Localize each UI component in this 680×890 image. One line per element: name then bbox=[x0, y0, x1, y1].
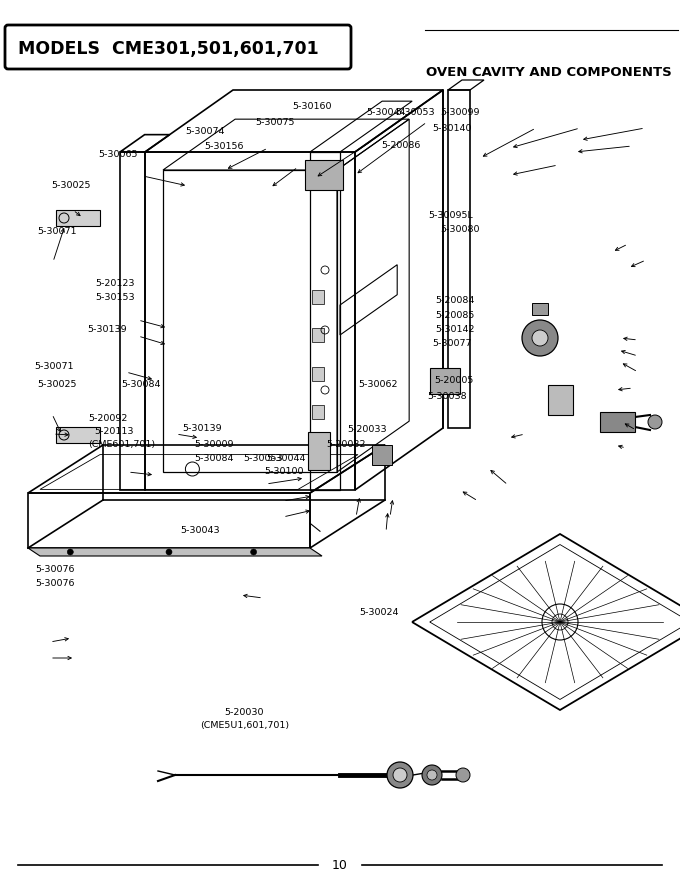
Text: 5-30076: 5-30076 bbox=[35, 565, 75, 574]
Bar bbox=[305, 160, 343, 190]
Text: 5-30095L: 5-30095L bbox=[428, 211, 473, 220]
Circle shape bbox=[427, 770, 437, 780]
Circle shape bbox=[251, 549, 256, 555]
Text: 5-30139: 5-30139 bbox=[87, 325, 126, 334]
Text: 5-30038: 5-30038 bbox=[427, 392, 466, 401]
Text: 5-30071: 5-30071 bbox=[34, 362, 73, 371]
Bar bbox=[56, 427, 100, 443]
Text: 5-20085: 5-20085 bbox=[435, 311, 475, 320]
Text: 5-20092: 5-20092 bbox=[88, 414, 128, 423]
Text: 5-30077: 5-30077 bbox=[432, 339, 471, 348]
Circle shape bbox=[387, 762, 413, 788]
Text: 5-30099: 5-30099 bbox=[441, 108, 480, 117]
Text: 5-20005: 5-20005 bbox=[434, 376, 473, 385]
Text: 5-30053: 5-30053 bbox=[396, 108, 435, 117]
Circle shape bbox=[532, 330, 548, 346]
Text: 5-20084: 5-20084 bbox=[435, 296, 475, 305]
Text: 5-30084: 5-30084 bbox=[194, 454, 233, 463]
Text: 5-20123: 5-20123 bbox=[95, 279, 135, 287]
Text: 5-20030: 5-20030 bbox=[224, 708, 264, 716]
Text: (CME601,701): (CME601,701) bbox=[88, 440, 156, 449]
Bar bbox=[56, 210, 100, 226]
Text: 5-20033: 5-20033 bbox=[347, 425, 386, 434]
Circle shape bbox=[648, 415, 662, 429]
Circle shape bbox=[166, 549, 172, 555]
Text: MODELS  CME301,501,601,701: MODELS CME301,501,601,701 bbox=[18, 40, 319, 58]
Bar bbox=[312, 405, 324, 419]
Text: 5-30076: 5-30076 bbox=[35, 579, 75, 588]
Text: (CME5U1,601,701): (CME5U1,601,701) bbox=[201, 721, 290, 730]
Bar bbox=[548, 385, 573, 415]
Text: 5-30160: 5-30160 bbox=[292, 102, 332, 111]
Circle shape bbox=[456, 768, 470, 782]
Text: 5-30075: 5-30075 bbox=[255, 118, 294, 127]
Circle shape bbox=[67, 549, 73, 555]
Circle shape bbox=[393, 768, 407, 782]
Text: 5-30100: 5-30100 bbox=[264, 467, 303, 476]
Bar bbox=[308, 432, 330, 470]
Bar bbox=[372, 445, 392, 465]
Polygon shape bbox=[28, 548, 322, 556]
Text: 5-30139: 5-30139 bbox=[182, 425, 222, 433]
Text: 5-20086: 5-20086 bbox=[381, 141, 420, 150]
Text: 5-30009: 5-30009 bbox=[194, 440, 233, 449]
Text: 5-30062: 5-30062 bbox=[358, 380, 398, 389]
Text: 5-30084: 5-30084 bbox=[121, 380, 160, 389]
Text: 5-30025: 5-30025 bbox=[37, 380, 77, 389]
Text: 5-20032: 5-20032 bbox=[326, 440, 366, 449]
Circle shape bbox=[422, 765, 442, 785]
Text: 5-30080: 5-30080 bbox=[441, 225, 480, 234]
Bar bbox=[312, 367, 324, 381]
Bar bbox=[312, 328, 324, 342]
Text: 5-30153: 5-30153 bbox=[95, 293, 135, 302]
Text: 5-30025: 5-30025 bbox=[51, 181, 90, 190]
Text: 5-30024: 5-30024 bbox=[359, 608, 398, 617]
Circle shape bbox=[522, 320, 558, 356]
Text: 10: 10 bbox=[332, 859, 348, 871]
Text: OVEN CAVITY AND COMPONENTS: OVEN CAVITY AND COMPONENTS bbox=[426, 66, 672, 78]
Text: 5-30065: 5-30065 bbox=[99, 150, 138, 159]
Text: 5-30140: 5-30140 bbox=[432, 124, 471, 133]
Text: 5-30044: 5-30044 bbox=[267, 454, 306, 463]
Bar bbox=[312, 445, 324, 459]
Bar bbox=[600, 412, 635, 432]
Text: 5-30044: 5-30044 bbox=[366, 108, 405, 117]
Bar bbox=[430, 368, 460, 394]
Text: 5-30053: 5-30053 bbox=[243, 454, 283, 463]
Text: 5-30043: 5-30043 bbox=[180, 526, 220, 535]
Bar bbox=[312, 290, 324, 304]
Text: 5-30071: 5-30071 bbox=[37, 227, 77, 236]
Text: 5-30142: 5-30142 bbox=[435, 325, 475, 334]
Text: 5-30074: 5-30074 bbox=[185, 127, 224, 136]
Text: 5-30156: 5-30156 bbox=[204, 142, 243, 151]
FancyBboxPatch shape bbox=[5, 25, 351, 69]
Bar bbox=[532, 303, 548, 315]
Text: 5-20113: 5-20113 bbox=[94, 427, 133, 436]
